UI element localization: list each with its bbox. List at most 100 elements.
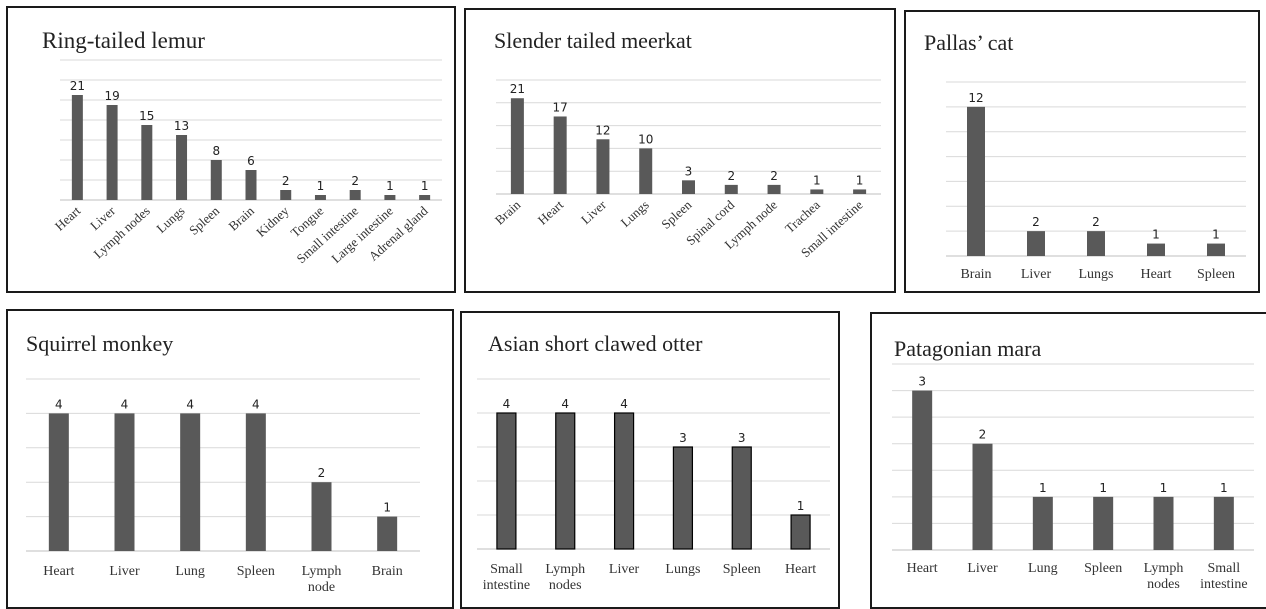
bar [377, 516, 398, 551]
category-label: intestine [1200, 577, 1247, 592]
data-label: 1 [856, 173, 864, 187]
data-label: 2 [1092, 215, 1100, 229]
bar [767, 184, 781, 194]
bar [731, 446, 752, 550]
bar [210, 160, 222, 200]
data-label: 4 [561, 397, 569, 411]
category-label: Liver [967, 561, 998, 576]
data-label: 1 [1212, 228, 1220, 242]
bar [311, 482, 332, 551]
chart-svg: Slender tailed meerkat21Brain17Heart12Li… [492, 28, 881, 260]
bar [1207, 243, 1225, 256]
chart-title: Slender tailed meerkat [494, 28, 692, 53]
category-label: Small [490, 562, 523, 577]
category-label: Lung [1028, 561, 1058, 576]
data-label: 2 [1032, 215, 1040, 229]
category-label: Liver [109, 564, 140, 579]
category-label: Heart [43, 564, 74, 579]
data-label: 1 [383, 501, 391, 515]
bar [810, 189, 824, 194]
category-label: Heart [785, 562, 816, 577]
bar [280, 190, 292, 200]
bar [1153, 496, 1174, 550]
data-label: 1 [1220, 481, 1228, 495]
bar [672, 446, 694, 550]
category-label: Lymph [545, 562, 585, 577]
data-label: 3 [679, 431, 687, 445]
bar [724, 184, 738, 194]
bar [972, 443, 993, 550]
bar [682, 180, 695, 194]
data-label: 17 [553, 100, 568, 114]
chart-svg: Patagonian mara 3 Heart 2 Liver 1 Lung 1 Spleen 1… [892, 336, 1254, 592]
chart-svg: Squirrel monkey 4 Heart 4 Liver 4 Lung 4 Spleen 2… [26, 331, 420, 595]
bar [384, 195, 396, 200]
category-label: Spleen [1197, 267, 1235, 282]
data-label: 1 [317, 179, 325, 193]
category-label: Lymph [302, 564, 342, 579]
chart-title: Asian short clawed otter [488, 331, 703, 356]
data-label: 21 [70, 79, 85, 93]
bar [245, 170, 257, 200]
category-label: Brain [372, 564, 403, 579]
category-label: Trachea [782, 197, 823, 236]
category-label: Spleen [186, 203, 223, 238]
data-label: 12 [595, 123, 610, 137]
data-label: 1 [421, 179, 429, 193]
data-label: 3 [685, 164, 693, 178]
bar [176, 135, 188, 200]
data-label: 2 [318, 466, 326, 480]
bar [639, 148, 653, 194]
category-label: Spleen [1084, 561, 1122, 576]
bar [613, 412, 635, 550]
category-label: Heart [907, 561, 938, 576]
data-label: 8 [212, 144, 220, 158]
data-label: 1 [1160, 481, 1168, 495]
data-label: 1 [1152, 228, 1160, 242]
data-label: 1 [797, 499, 805, 513]
bar [596, 139, 610, 194]
category-label: Lungs [665, 562, 700, 577]
bar [245, 413, 266, 551]
data-label: 21 [510, 82, 525, 96]
data-label: 10 [638, 132, 653, 146]
data-label: 2 [727, 169, 735, 183]
category-label: Kidney [253, 203, 292, 240]
category-label: Liver [578, 197, 609, 227]
category-label: Liver [1021, 267, 1052, 282]
category-label: Brain [960, 267, 991, 282]
data-label: 1 [813, 173, 821, 187]
bar [1032, 496, 1053, 550]
bar [553, 116, 567, 194]
bar [141, 125, 153, 200]
bar [180, 413, 201, 551]
bar [912, 390, 933, 550]
data-label: 4 [186, 397, 194, 411]
category-label: nodes [1147, 577, 1180, 592]
data-label: 1 [1099, 481, 1107, 495]
data-label: 3 [918, 375, 926, 389]
bar [510, 98, 524, 194]
data-label: 2 [979, 428, 987, 442]
bar [496, 412, 517, 550]
category-label: Heart [52, 203, 84, 234]
category-label: intestine [483, 578, 530, 593]
data-label: 2 [770, 169, 778, 183]
chart-title: Ring-tailed lemur [42, 28, 205, 53]
bar [555, 412, 576, 550]
data-label: 4 [503, 397, 511, 411]
bar [419, 195, 431, 200]
bar [1027, 231, 1045, 256]
data-label: 3 [738, 431, 746, 445]
category-label: Lungs [153, 203, 187, 236]
category-label: Lung [175, 564, 205, 579]
data-label: 1 [386, 179, 394, 193]
chart-title: Squirrel monkey [26, 331, 173, 356]
category-label: Heart [1140, 267, 1171, 282]
category-label: Liver [609, 562, 640, 577]
category-label: Spleen [658, 197, 695, 232]
chart-panel-slender-tailed-meerkat: Slender tailed meerkat 21 Brain 17 Heart 12 Li… [464, 8, 896, 293]
bar [114, 413, 135, 551]
bar [1093, 496, 1114, 550]
